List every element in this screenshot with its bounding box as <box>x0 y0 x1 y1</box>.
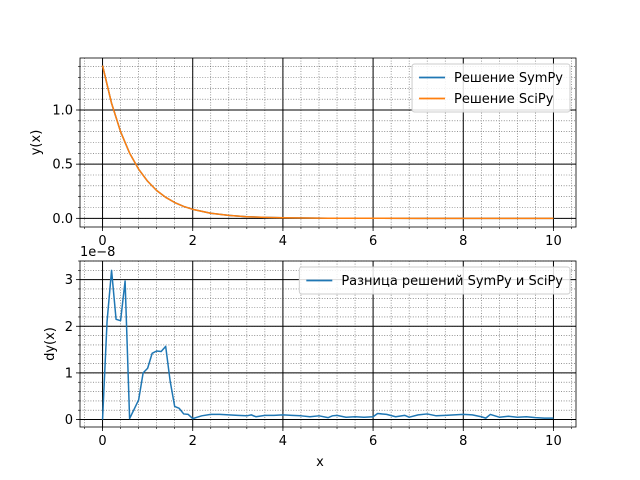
chart-bottom-y-tick-label: 0 <box>65 413 73 428</box>
chart-bottom-x-tick-label: 10 <box>545 434 562 449</box>
chart-top-solutions: y(x) Решение SymPy Решение SciPy 0 2 4 6 8 10… <box>29 57 577 249</box>
chart-bottom-difference: dy(x) x 1e−8 Разница решений SymPy и Sci… <box>43 245 577 470</box>
chart-top-legend-box <box>411 63 571 113</box>
chart-bottom-legend-box <box>298 266 571 295</box>
chart-bottom-series-line-0 <box>101 269 554 420</box>
chart-top-x-tick-label: 10 <box>545 234 562 249</box>
chart-bottom-xlabel: x <box>316 455 324 470</box>
chart-top-legend-label-0: Решение SymPy <box>454 71 563 86</box>
chart-top-series-line-1 <box>101 65 554 220</box>
chart-top-series-group <box>101 65 554 220</box>
chart-bottom-y-tick-label: 3 <box>65 273 73 288</box>
chart-bottom-y-tick-label: 1 <box>65 366 73 381</box>
chart-bottom-series-group <box>101 269 554 420</box>
chart-top-x-tick-label: 0 <box>98 234 106 249</box>
chart-bottom-y-offset-text: 1e−8 <box>80 245 115 260</box>
chart-bottom-x-tick-label: 2 <box>189 434 197 449</box>
chart-bottom-ylabel: dy(x) <box>43 327 58 361</box>
chart-bottom-y-tick-label: 2 <box>65 320 73 335</box>
chart-top-y-tick-label: 0.5 <box>52 158 73 173</box>
chart-bottom-axes-frame <box>79 260 577 428</box>
chart-top-x-tick-label: 2 <box>189 234 197 249</box>
chart-bottom-legend-label-0: Разница решений SymPy и SciPy <box>341 274 563 289</box>
chart-top-x-tick-label: 4 <box>279 234 287 249</box>
chart-top-y-tick-label: 0.0 <box>52 212 73 227</box>
chart-bottom-x-tick-label: 8 <box>459 434 467 449</box>
chart-bottom-x-tick-label: 6 <box>369 434 377 449</box>
chart-top-x-tick-label: 8 <box>459 234 467 249</box>
chart-top-y-tick-label: 1.0 <box>52 104 73 119</box>
chart-top-legend-label-1: Решение SciPy <box>454 92 554 107</box>
chart-top-legend: Решение SymPy Решение SciPy <box>411 63 571 113</box>
chart-bottom-legend: Разница решений SymPy и SciPy <box>298 266 571 295</box>
chart-bottom-x-tick-label: 4 <box>279 434 287 449</box>
chart-bottom-x-tick-label: 0 <box>98 434 106 449</box>
chart-top-ylabel: y(x) <box>29 130 44 156</box>
chart-top-x-tick-label: 6 <box>369 234 377 249</box>
